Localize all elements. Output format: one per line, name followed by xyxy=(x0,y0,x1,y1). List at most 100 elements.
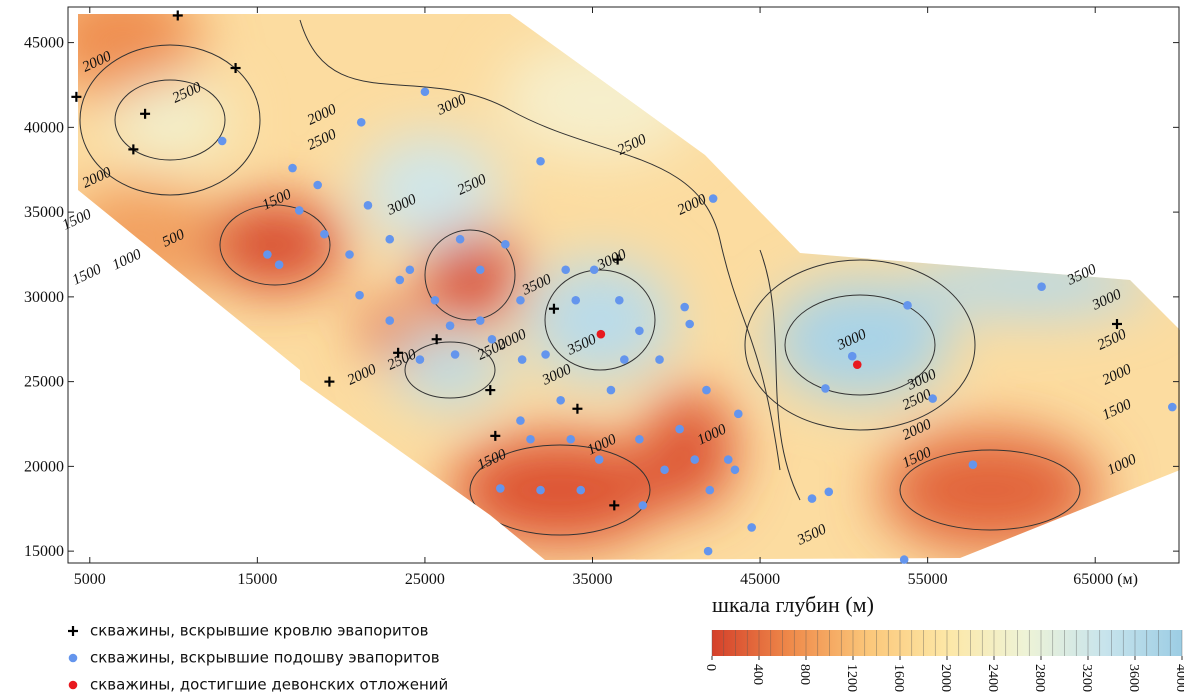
well-dot xyxy=(416,355,425,364)
well-dot xyxy=(571,296,580,305)
well-dot xyxy=(928,394,937,403)
well-dot xyxy=(690,455,699,464)
x-tick-label: 45000 xyxy=(740,571,780,588)
well-dot xyxy=(900,555,909,564)
y-tick-label: 15000 xyxy=(24,543,64,560)
colorbar-tick-label: 1200 xyxy=(844,664,859,692)
well-dot xyxy=(680,303,689,312)
well-dot xyxy=(709,194,718,203)
well-dot xyxy=(675,425,684,434)
well-dot xyxy=(431,296,440,305)
well-dot xyxy=(275,260,284,269)
well-dot xyxy=(660,465,669,474)
legend-marker xyxy=(69,654,78,663)
well-dot xyxy=(824,488,833,497)
well-dot xyxy=(556,396,565,405)
well-dot xyxy=(724,455,733,464)
well-dot xyxy=(313,181,322,190)
legend-label: скважины, вскрывшие кровлю эвапоритов xyxy=(90,622,428,640)
well-dot xyxy=(597,330,606,339)
well-dot xyxy=(385,235,394,244)
well-dot xyxy=(496,484,505,493)
y-tick-label: 30000 xyxy=(24,289,64,306)
x-tick-label: 65000 (м) xyxy=(1073,571,1138,588)
well-dot xyxy=(595,455,604,464)
well-dot xyxy=(607,386,616,395)
y-tick-label: 25000 xyxy=(24,374,64,391)
depth-surface xyxy=(40,0,1184,570)
y-tick-label: 20000 xyxy=(24,458,64,475)
well-dot xyxy=(561,265,570,274)
colorbar-tick-label: 2800 xyxy=(1032,664,1047,692)
well-dot xyxy=(476,316,485,325)
colorbar-tick-label: 1600 xyxy=(891,664,906,692)
x-tick-label: 55000 xyxy=(908,571,948,588)
well-dot xyxy=(731,465,740,474)
well-dot xyxy=(364,201,373,210)
colorbar-tick-label: 400 xyxy=(750,664,765,685)
colorbar-tick-label: 2400 xyxy=(985,664,1000,692)
well-dot xyxy=(615,296,624,305)
well-dot xyxy=(446,321,455,330)
well-dot xyxy=(1168,403,1177,412)
well-dot xyxy=(821,384,830,393)
well-dot xyxy=(969,460,978,469)
well-dot xyxy=(566,435,575,444)
well-dot xyxy=(541,350,550,359)
well-dot xyxy=(590,265,599,274)
contour-label: 1000 xyxy=(110,246,144,273)
colorbar-tick-label: 0 xyxy=(703,664,718,671)
well-dot xyxy=(456,235,465,244)
contour-label: 1500 xyxy=(70,261,104,288)
well-dot xyxy=(516,416,525,425)
well-dot xyxy=(808,494,817,503)
well-dot xyxy=(395,276,404,285)
x-tick-label: 25000 xyxy=(405,571,445,588)
well-dot xyxy=(655,355,664,364)
well-dot xyxy=(903,301,912,310)
well-dot xyxy=(263,250,272,259)
y-tick-label: 45000 xyxy=(24,35,64,52)
well-dot xyxy=(635,326,644,335)
well-dot xyxy=(635,435,644,444)
y-tick-label: 40000 xyxy=(24,119,64,136)
colorbar-title: шкала глубин (м) xyxy=(712,592,874,617)
well-dot xyxy=(295,206,304,215)
legend-marker xyxy=(68,626,78,636)
x-tick-label: 5000 xyxy=(74,571,106,588)
well-dot xyxy=(385,316,394,325)
x-tick-label: 15000 xyxy=(237,571,277,588)
well-dot xyxy=(320,230,329,239)
well-dot xyxy=(501,240,510,249)
well-dot xyxy=(451,350,460,359)
well-dot xyxy=(406,265,415,274)
well-dot xyxy=(516,296,525,305)
well-dot xyxy=(638,501,647,510)
well-dot xyxy=(345,250,354,259)
well-dot xyxy=(685,320,694,329)
chart: 2000250020001500150010005001500200025003… xyxy=(0,0,1184,696)
well-dot xyxy=(620,355,629,364)
colorbar-tick-label: 4000 xyxy=(1173,664,1184,692)
legend-marker xyxy=(69,681,78,690)
well-dot xyxy=(536,157,545,166)
colorbar-tick-label: 2000 xyxy=(938,664,953,692)
well-dot xyxy=(747,523,756,532)
well-dot xyxy=(848,352,857,361)
well-dot xyxy=(1037,282,1046,291)
x-tick-label: 35000 xyxy=(572,571,612,588)
well-dot xyxy=(421,87,430,96)
well-dot xyxy=(526,435,535,444)
well-dot xyxy=(357,118,366,127)
well-dot xyxy=(488,335,497,344)
colorbar-tick-label: 3600 xyxy=(1126,664,1141,692)
colorbar-tick-label: 3200 xyxy=(1079,664,1094,692)
well-dot xyxy=(536,486,545,495)
contour-label: 1500 xyxy=(60,206,94,233)
well-dot xyxy=(704,547,713,556)
well-dot xyxy=(288,164,297,173)
well-dot xyxy=(518,355,527,364)
legend-label: скважины, вскрывшие подошву эвапоритов xyxy=(90,649,440,667)
well-dot xyxy=(702,386,711,395)
well-dot xyxy=(355,291,364,300)
